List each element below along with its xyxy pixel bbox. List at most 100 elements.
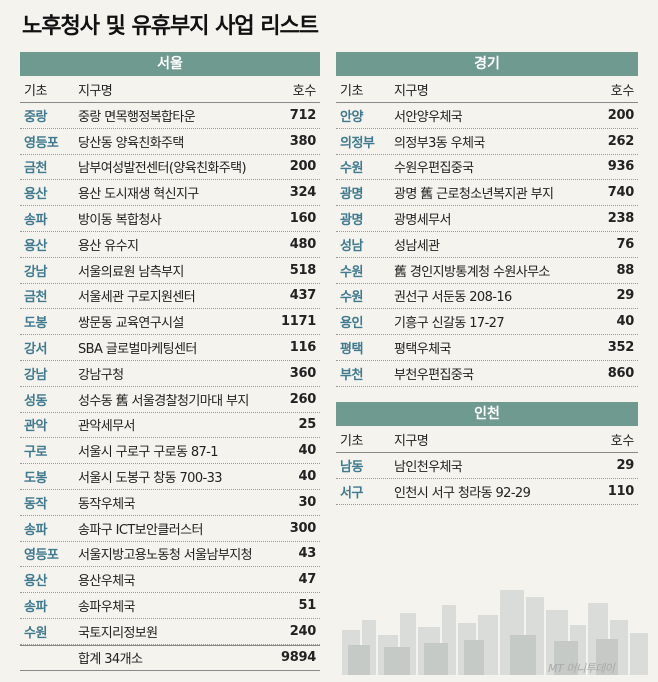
row-count: 300 [289, 520, 317, 536]
incheon-panel: 인천 기초 지구명 호수 남동 남인천우체국 29 서구 인천시 서구 청라동 92-2… [336, 402, 638, 505]
row-region: 강서 [24, 342, 47, 358]
row-name: 기흥구 신갈동 17-27 [394, 316, 505, 332]
row-region: 송파 [24, 600, 47, 616]
row-region: 영등포 [24, 548, 59, 564]
table-row: 송파 송파구 ICT보안클러스터 300 [20, 516, 320, 542]
row-name: SBA 글로벌마케팅센터 [78, 342, 197, 358]
table-row: 도봉 서울시 도봉구 창동 700-33 40 [20, 464, 320, 490]
row-region: 성동 [24, 393, 47, 409]
row-count: 1171 [281, 314, 316, 330]
row-name: 광명 舊 근로청소년복지관 부지 [394, 187, 554, 203]
row-region: 광명 [340, 187, 363, 203]
row-count: 30 [298, 494, 317, 510]
row-region: 수원 [340, 161, 363, 177]
row-name: 동작우체국 [78, 496, 135, 512]
row-name: 서울지방고용노동청 서울남부지청 [78, 548, 253, 564]
table-row: 서구 인천시 서구 청라동 92-29 110 [336, 479, 638, 505]
seoul-header-row: 기초 지구명 호수 [20, 76, 320, 103]
row-count: 51 [298, 598, 317, 614]
row-name: 부천우편집중국 [394, 367, 474, 383]
row-count: 240 [289, 623, 317, 639]
row-count: 380 [289, 133, 317, 149]
row-region: 영등포 [24, 135, 59, 151]
table-row: 영등포 당산동 양육친화주택 380 [20, 129, 320, 155]
row-region: 광명 [340, 213, 363, 229]
row-count: 324 [289, 185, 317, 201]
row-count: 25 [298, 417, 317, 433]
gyeonggi-header-row: 기초 지구명 호수 [336, 76, 638, 103]
row-name: 송파우체국 [78, 600, 135, 616]
seoul-rows: 중랑 중랑 면목행정복합타운 712 영등포 당산동 양육친화주택 380 금천 남부여성발전… [20, 103, 320, 645]
row-name: 성남세관 [394, 238, 440, 254]
row-name: 국토지리정보원 [78, 625, 158, 641]
total-label: 합계 34개소 [78, 652, 143, 668]
table-row: 송파 방이동 복합청사 160 [20, 206, 320, 232]
row-region: 금천 [24, 290, 47, 306]
row-count: 116 [289, 340, 317, 356]
row-name: 남부여성발전센터(양육친화주택) [78, 161, 247, 177]
region-header: 기초 [340, 83, 363, 99]
row-region: 구로 [24, 445, 47, 461]
row-region: 송파 [24, 213, 47, 229]
row-name: 남인천우체국 [394, 459, 463, 475]
table-row: 강남 강남구청 360 [20, 361, 320, 387]
row-name: 용산 도시재생 혁신지구 [78, 187, 199, 203]
row-count: 110 [607, 483, 635, 499]
table-row: 남동 남인천우체국 29 [336, 453, 638, 479]
row-region: 부천 [340, 367, 363, 383]
table-row: 용산 용산 도시재생 혁신지구 324 [20, 180, 320, 207]
row-count: 936 [607, 159, 635, 175]
count-header: 호수 [610, 83, 635, 99]
row-region: 금천 [24, 161, 47, 177]
row-name: 광명세무서 [394, 213, 451, 229]
table-row: 구로 서울시 구로구 구로동 87-1 40 [20, 438, 320, 465]
seoul-panel: 서울 기초 지구명 호수 중랑 중랑 면목행정복합타운 712 영등포 당산동 양육친화… [20, 52, 320, 671]
row-region: 관악 [24, 419, 47, 435]
name-header: 지구명 [78, 83, 113, 99]
row-count: 200 [289, 159, 317, 175]
row-region: 수원 [24, 625, 47, 641]
row-region: 강남 [24, 264, 47, 280]
row-count: 43 [298, 546, 317, 562]
row-count: 437 [289, 288, 317, 304]
row-count: 76 [616, 236, 635, 252]
seoul-total-row: 합계 34개소 9894 [20, 644, 320, 671]
row-name: 서울시 구로구 구로동 87-1 [78, 445, 219, 461]
row-name: 송파구 ICT보안클러스터 [78, 522, 203, 538]
gyeonggi-panel: 경기 기초 지구명 호수 안양 서안양우체국 200 의정부 의정부3동 우체국 262 수… [336, 52, 638, 387]
row-count: 352 [607, 340, 635, 356]
city-skyline-illustration [342, 590, 648, 675]
table-row: 부천 부천우편집중국 860 [336, 361, 638, 387]
row-name: 서안양우체국 [394, 109, 463, 125]
row-name: 권선구 서둔동 208-16 [394, 290, 512, 306]
table-row: 평택 평택우체국 352 [336, 335, 638, 361]
table-row: 수원 수원우편집중국 936 [336, 155, 638, 181]
row-name: 관악세무서 [78, 419, 135, 435]
row-name: 성수동 舊 서울경찰청기마대 부지 [78, 393, 249, 409]
row-name: 쌍문동 교육연구시설 [78, 316, 184, 332]
row-region: 용산 [24, 574, 47, 590]
table-row: 성남 성남세관 76 [336, 232, 638, 258]
incheon-header-row: 기초 지구명 호수 [336, 426, 638, 453]
table-row: 금천 남부여성발전센터(양육친화주택) 200 [20, 155, 320, 181]
table-row: 수원 舊 경인지방통계청 수원사무소 88 [336, 258, 638, 284]
table-row: 용산 용산 유수지 480 [20, 232, 320, 258]
row-region: 수원 [340, 290, 363, 306]
incheon-banner: 인천 [336, 402, 638, 426]
row-region: 중랑 [24, 109, 47, 125]
row-name: 중랑 면목행정복합타운 [78, 109, 196, 125]
row-count: 262 [607, 133, 635, 149]
table-row: 관악 관악세무서 25 [20, 413, 320, 439]
row-name: 평택우체국 [394, 342, 451, 358]
row-region: 평택 [340, 342, 363, 358]
name-header: 지구명 [394, 83, 429, 99]
row-region: 도봉 [24, 471, 47, 487]
incheon-rows: 남동 남인천우체국 29 서구 인천시 서구 청라동 92-29 110 [336, 453, 638, 505]
total-count: 9894 [281, 650, 316, 666]
table-row: 용인 기흥구 신갈동 17-27 40 [336, 309, 638, 336]
table-row: 용산 용산우체국 47 [20, 567, 320, 594]
row-count: 712 [289, 107, 317, 123]
row-region: 용산 [24, 187, 47, 203]
row-name: 舊 경인지방통계청 수원사무소 [394, 264, 550, 280]
row-name: 방이동 복합청사 [78, 213, 162, 229]
